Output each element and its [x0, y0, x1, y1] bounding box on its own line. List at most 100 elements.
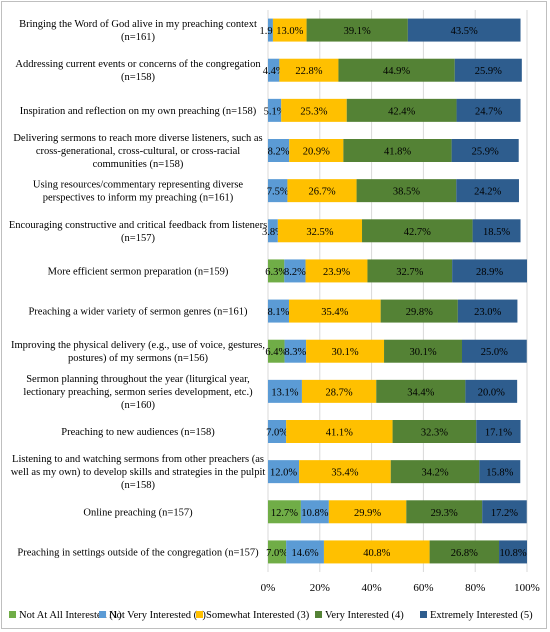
data-label: 6.4%	[265, 347, 287, 358]
bar-segment	[268, 460, 300, 484]
bar-segment	[338, 58, 455, 82]
data-label: 12.7%	[271, 508, 298, 519]
data-label: 34.4%	[407, 387, 434, 398]
tick-label: 60%	[413, 582, 433, 594]
data-label: 13.1%	[271, 387, 298, 398]
bar-segment	[367, 259, 453, 283]
bar-segment	[286, 540, 324, 564]
category-label: Improving the physical delivery (e.g., u…	[11, 340, 265, 364]
bar-segment	[392, 420, 477, 443]
bar-segment	[281, 98, 347, 122]
data-label: 10.8%	[499, 548, 526, 559]
data-label: 28.9%	[476, 267, 503, 278]
legend-label: Not Very Interested (2)	[109, 610, 206, 621]
bar-segment	[268, 98, 282, 122]
category-label: Sermon planning throughout the year (lit…	[23, 374, 253, 411]
legend: Not At All Interested (1)Not Very Intere…	[9, 610, 533, 621]
category-label: Inspiration and reflection on my own pre…	[20, 106, 257, 117]
data-label: 32.5%	[306, 227, 333, 238]
data-label: 42.4%	[388, 106, 415, 117]
category-label: Online preaching (n=157)	[83, 507, 193, 518]
data-label: 10.8%	[301, 508, 328, 519]
bar-segment	[301, 379, 377, 403]
data-label: 8.2%	[284, 267, 306, 278]
data-label: 3.8%	[262, 227, 284, 238]
data-label: 28.7%	[326, 387, 353, 398]
data-label: 41.1%	[326, 428, 353, 439]
data-label: 35.4%	[321, 307, 348, 318]
data-label: 23.9%	[323, 267, 350, 278]
bar-segment	[461, 339, 527, 363]
bar-segment	[277, 219, 363, 243]
bar-segment	[299, 460, 391, 484]
data-label: 34.2%	[421, 468, 448, 479]
bar-segment	[384, 339, 462, 363]
bar-segment	[499, 540, 527, 564]
data-label: 40.8%	[363, 548, 390, 559]
data-label: 38.5%	[393, 187, 420, 198]
tick-label: 40%	[362, 582, 382, 594]
data-label: 30.1%	[331, 347, 358, 358]
data-label: 5.1%	[264, 106, 286, 117]
legend-label: Somewhat Interested (3)	[206, 610, 310, 621]
data-label: 41.8%	[384, 147, 411, 158]
bar-segment	[305, 259, 368, 283]
bar-segment	[479, 460, 521, 484]
data-label: 24.7%	[475, 106, 502, 117]
data-label: 29.3%	[431, 508, 458, 519]
data-label: 32.7%	[396, 267, 423, 278]
data-label: 17.2%	[491, 508, 518, 519]
tick-label: 100%	[514, 582, 540, 594]
bar-segment	[268, 139, 290, 162]
bar-segment	[268, 299, 289, 323]
data-label: 12.0%	[270, 468, 297, 479]
bar-segment	[407, 18, 521, 42]
bar-segment	[454, 58, 522, 82]
category-label: More efficient sermon preparation (n=159…	[48, 266, 229, 277]
category-label: Preaching in settings outside of the con…	[17, 547, 259, 558]
data-label: 25.9%	[475, 66, 502, 77]
bar-segment	[272, 18, 307, 42]
data-label: 7.0%	[266, 548, 288, 559]
bar-segment	[406, 500, 483, 524]
bar-segment	[362, 219, 473, 243]
legend-swatch	[9, 611, 16, 618]
data-label: 26.7%	[308, 187, 335, 198]
data-label: 20.0%	[478, 387, 505, 398]
data-label: 22.8%	[295, 66, 322, 77]
bar-segment	[287, 179, 357, 203]
bar-segment	[268, 540, 287, 564]
data-label: 7.5%	[267, 187, 289, 198]
category-label: Listening to and watching sermons from o…	[11, 454, 266, 491]
data-label: 8.3%	[284, 347, 306, 358]
category-label: Preaching a wider variety of sermon genr…	[28, 307, 248, 318]
data-label: 44.9%	[383, 66, 410, 77]
legend-swatch	[420, 611, 427, 618]
data-label: 23.0%	[474, 307, 501, 318]
bar-segment	[482, 500, 527, 524]
bar-segment	[300, 500, 329, 524]
bar-segment	[268, 420, 287, 443]
bar-segment	[268, 500, 301, 524]
bar-segment	[356, 179, 457, 203]
legend-label: Not At All Interested (1)	[19, 610, 122, 621]
legend-swatch	[315, 611, 322, 618]
category-label: Delivering sermons to reach more diverse…	[13, 133, 262, 170]
bar-segment	[465, 379, 518, 403]
data-label: 39.1%	[344, 26, 371, 37]
tick-label: 20%	[310, 582, 330, 594]
bar-segment	[390, 460, 480, 484]
bar-segment	[286, 420, 393, 443]
category-labels: Bringing the Word of God alive in my pre…	[9, 19, 267, 558]
data-label: 24.2%	[474, 187, 501, 198]
data-label: 13.0%	[276, 26, 303, 37]
tick-label: 0%	[261, 582, 276, 594]
legend-label: Extremely Interested (5)	[430, 610, 533, 621]
data-label: 15.8%	[486, 468, 513, 479]
data-label: 25.9%	[472, 147, 499, 158]
data-label: 4.4%	[263, 66, 285, 77]
bar-segment	[284, 339, 307, 363]
bar-segment	[472, 219, 521, 243]
data-label: 7.0%	[266, 428, 288, 439]
